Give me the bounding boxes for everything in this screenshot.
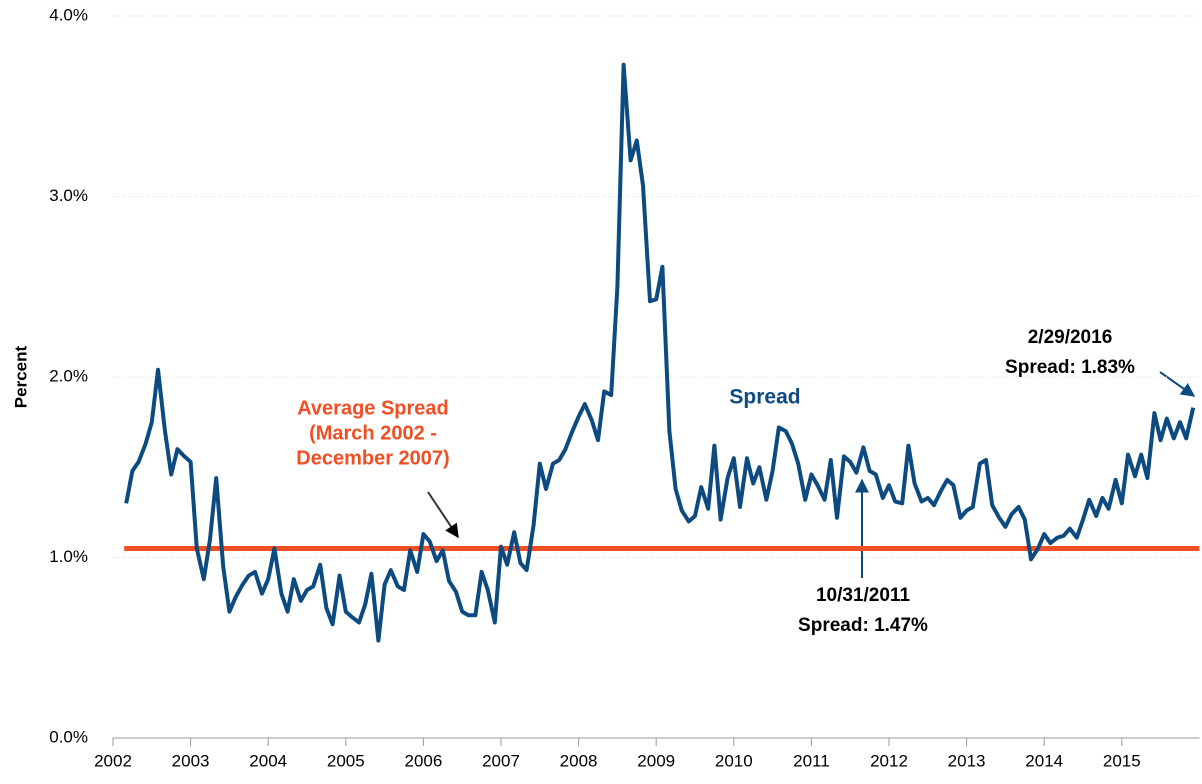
average-label: (March 2002 - bbox=[309, 422, 437, 444]
x-tick-label: 2004 bbox=[249, 751, 287, 770]
x-tick-label: 2003 bbox=[172, 751, 210, 770]
x-tick-label: 2007 bbox=[482, 751, 520, 770]
annotation: 10/31/2011 bbox=[816, 585, 910, 606]
y-axis-label: Percent bbox=[11, 345, 30, 408]
series-line bbox=[124, 62, 1196, 643]
x-tick-label: 2013 bbox=[948, 751, 986, 770]
x-tick-label: 2002 bbox=[94, 751, 132, 770]
x-tick-label: 2005 bbox=[327, 751, 365, 770]
average-label: December 2007) bbox=[296, 447, 449, 469]
legend-label: Spread bbox=[729, 386, 800, 409]
y-tick-label: 0.0% bbox=[49, 727, 88, 746]
x-tick-label: 2015 bbox=[1103, 751, 1141, 770]
arrow bbox=[427, 491, 459, 539]
x-tick-label: 2011 bbox=[793, 751, 830, 770]
x-tick-label: 2010 bbox=[715, 751, 753, 770]
annotation: Spread: 1.83% bbox=[1005, 357, 1135, 378]
x-tick-label: 2012 bbox=[870, 751, 908, 770]
y-tick-label: 4.0% bbox=[49, 5, 88, 24]
annotation: 2/29/2016 bbox=[1028, 327, 1113, 348]
y-tick-label: 1.0% bbox=[49, 547, 88, 566]
annotation: Spread: 1.47% bbox=[798, 615, 928, 636]
x-tick-label: 2014 bbox=[1025, 751, 1063, 770]
arrow bbox=[1159, 371, 1196, 397]
y-tick-label: 3.0% bbox=[49, 186, 88, 205]
x-tick-label: 2006 bbox=[404, 751, 442, 770]
average-label: Average Spread bbox=[297, 397, 449, 419]
x-tick-label: 2008 bbox=[560, 751, 598, 770]
x-tick-label: 2009 bbox=[637, 751, 675, 770]
y-tick-label: 2.0% bbox=[49, 366, 88, 385]
